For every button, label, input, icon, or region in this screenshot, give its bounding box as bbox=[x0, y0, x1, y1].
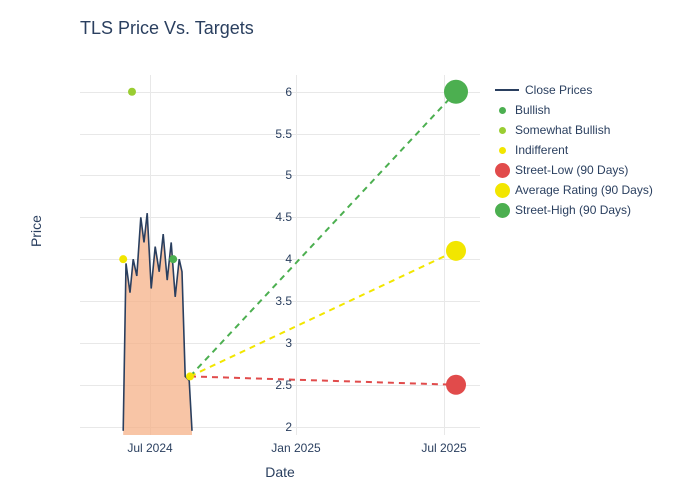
rating-marker bbox=[186, 372, 194, 380]
legend-label: Bullish bbox=[515, 103, 550, 117]
target-marker bbox=[446, 241, 466, 261]
target-line bbox=[190, 251, 456, 377]
legend-item: Somewhat Bullish bbox=[493, 120, 653, 140]
y-tick-label: 4 bbox=[285, 252, 292, 266]
y-tick-label: 4.5 bbox=[275, 210, 292, 224]
legend-icon bbox=[493, 89, 521, 91]
target-marker bbox=[444, 80, 468, 104]
y-tick-label: 2.5 bbox=[275, 378, 292, 392]
y-tick-label: 2 bbox=[285, 420, 292, 434]
price-targets-chart: TLS Price Vs. Targets Price Date Close P… bbox=[0, 0, 700, 500]
legend-icon bbox=[493, 147, 511, 154]
legend-label: Average Rating (90 Days) bbox=[515, 183, 653, 197]
legend-icon bbox=[493, 203, 511, 218]
legend-item: Close Prices bbox=[493, 80, 653, 100]
rating-marker bbox=[119, 255, 127, 263]
chart-title: TLS Price Vs. Targets bbox=[80, 18, 254, 39]
y-axis-title: Price bbox=[28, 215, 44, 247]
legend-label: Indifferent bbox=[515, 143, 568, 157]
target-line bbox=[190, 376, 456, 384]
y-tick-label: 5 bbox=[285, 168, 292, 182]
legend-item: Street-Low (90 Days) bbox=[493, 160, 653, 180]
rating-marker bbox=[128, 88, 136, 96]
legend-label: Street-Low (90 Days) bbox=[515, 163, 628, 177]
rating-marker bbox=[169, 255, 177, 263]
target-line bbox=[190, 92, 456, 377]
legend-item: Street-High (90 Days) bbox=[493, 200, 653, 220]
y-tick-label: 3.5 bbox=[275, 294, 292, 308]
y-tick-label: 3 bbox=[285, 336, 292, 350]
legend-item: Average Rating (90 Days) bbox=[493, 180, 653, 200]
legend-item: Bullish bbox=[493, 100, 653, 120]
legend-label: Close Prices bbox=[525, 83, 592, 97]
x-tick-label: Jul 2025 bbox=[421, 441, 466, 455]
x-tick-label: Jul 2024 bbox=[127, 441, 172, 455]
legend: Close Prices Bullish Somewhat Bullish Indif… bbox=[493, 80, 653, 220]
legend-icon bbox=[493, 183, 511, 198]
target-marker bbox=[446, 375, 466, 395]
close-prices-area bbox=[123, 213, 192, 435]
legend-icon bbox=[493, 163, 511, 178]
legend-icon bbox=[493, 107, 511, 114]
y-tick-label: 5.5 bbox=[275, 127, 292, 141]
x-tick-label: Jan 2025 bbox=[271, 441, 320, 455]
legend-label: Somewhat Bullish bbox=[515, 123, 610, 137]
x-axis-title: Date bbox=[265, 464, 295, 480]
legend-item: Indifferent bbox=[493, 140, 653, 160]
legend-icon bbox=[493, 127, 511, 134]
y-tick-label: 6 bbox=[285, 85, 292, 99]
legend-label: Street-High (90 Days) bbox=[515, 203, 631, 217]
